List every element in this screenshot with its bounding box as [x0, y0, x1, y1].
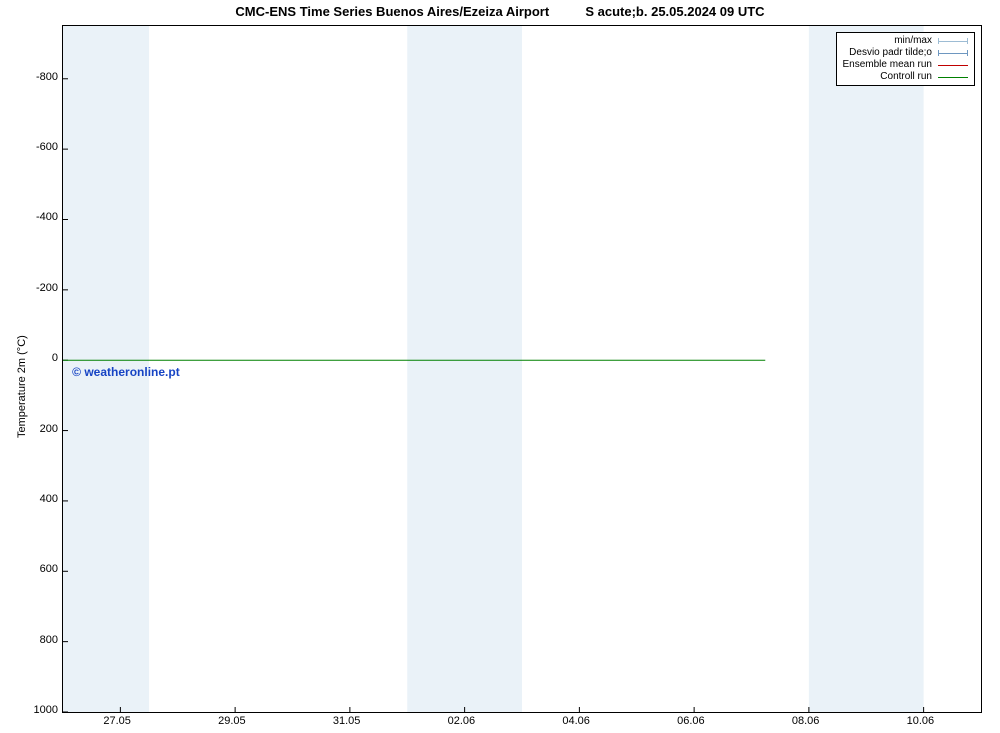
- legend-label: Desvio padr tilde;o: [849, 47, 932, 59]
- y-tick-label: -200: [36, 282, 58, 294]
- y-tick-label: 0: [52, 352, 58, 364]
- y-tick-label: -800: [36, 71, 58, 83]
- watermark: © weatheronline.pt: [72, 365, 180, 379]
- y-tick-label: 800: [40, 634, 58, 646]
- legend-swatch: [938, 49, 968, 57]
- x-tick-label: 06.06: [677, 715, 705, 727]
- legend-row: Controll run: [843, 71, 969, 83]
- y-tick-label: 400: [40, 493, 58, 505]
- y-tick-label: -600: [36, 141, 58, 153]
- title-gap: [553, 4, 582, 19]
- plot-svg: [63, 26, 981, 712]
- legend-swatch: [938, 73, 968, 81]
- y-tick-label: 200: [40, 423, 58, 435]
- legend-row: Ensemble mean run: [843, 59, 969, 71]
- x-tick-label: 08.06: [792, 715, 820, 727]
- y-tick-label: 600: [40, 563, 58, 575]
- legend-label: Controll run: [880, 71, 932, 83]
- chart-container: CMC-ENS Time Series Buenos Aires/Ezeiza …: [0, 0, 1000, 733]
- chart-title: CMC-ENS Time Series Buenos Aires/Ezeiza …: [0, 4, 1000, 19]
- x-tick-label: 02.06: [448, 715, 476, 727]
- y-axis-label: Temperature 2m (°C): [16, 335, 28, 438]
- x-tick-label: 04.06: [562, 715, 590, 727]
- legend-row: Desvio padr tilde;o: [843, 47, 969, 59]
- title-right: S acute;b. 25.05.2024 09 UTC: [585, 4, 764, 19]
- y-tick-label: -400: [36, 211, 58, 223]
- x-tick-label: 31.05: [333, 715, 361, 727]
- legend-swatch: [938, 37, 968, 45]
- x-tick-label: 10.06: [907, 715, 935, 727]
- plot-area: min/maxDesvio padr tilde;oEnsemble mean …: [62, 25, 982, 713]
- legend: min/maxDesvio padr tilde;oEnsemble mean …: [836, 32, 976, 86]
- legend-label: Ensemble mean run: [843, 59, 933, 71]
- title-left: CMC-ENS Time Series Buenos Aires/Ezeiza …: [235, 4, 549, 19]
- legend-swatch: [938, 61, 968, 69]
- x-tick-label: 29.05: [218, 715, 246, 727]
- legend-row: min/max: [843, 35, 969, 47]
- y-tick-label: 1000: [34, 704, 58, 716]
- legend-label: min/max: [894, 35, 932, 47]
- x-tick-label: 27.05: [103, 715, 131, 727]
